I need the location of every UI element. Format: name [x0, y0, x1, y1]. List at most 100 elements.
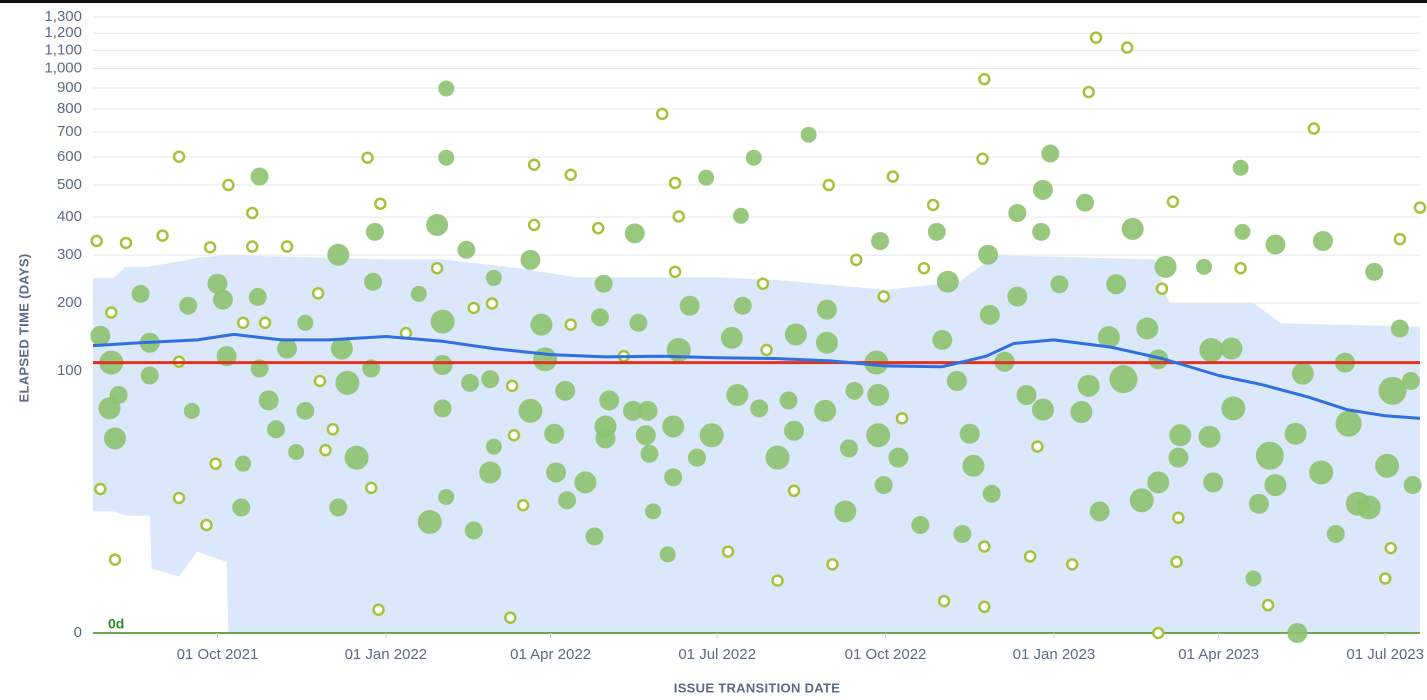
issue-cluster — [438, 80, 455, 97]
issue-point — [467, 301, 480, 315]
issue-point — [771, 574, 784, 587]
issue-cluster — [1007, 286, 1028, 307]
issue-cluster — [140, 366, 159, 385]
issue-cluster — [1375, 453, 1400, 478]
issue-point — [372, 603, 385, 616]
issue-cluster — [699, 423, 724, 448]
issue-point — [485, 297, 499, 310]
issue-cluster — [874, 476, 893, 495]
issue-cluster — [558, 491, 577, 510]
issue-cluster — [1050, 275, 1069, 294]
issue-cluster — [679, 295, 700, 316]
issue-cluster — [179, 296, 198, 315]
issue-cluster — [235, 455, 252, 472]
issue-cluster — [1121, 217, 1144, 240]
issue-point — [516, 498, 530, 512]
y-tick-label: 1,200 — [44, 24, 82, 41]
y-tick-label: 0 — [74, 624, 82, 641]
issue-cluster — [329, 498, 348, 517]
issue-point — [978, 540, 991, 553]
issue-cluster — [1147, 471, 1170, 494]
issue-point — [245, 206, 259, 220]
issue-cluster — [250, 167, 269, 186]
issue-cluster — [1109, 365, 1138, 394]
issue-point — [105, 306, 118, 319]
issue-cluster — [624, 223, 645, 244]
issue-cluster — [296, 401, 315, 420]
issue-cluster — [277, 338, 298, 359]
issue-cluster — [666, 338, 691, 363]
issue-point — [1413, 201, 1427, 214]
y-tick-label: 200 — [57, 294, 82, 311]
issue-cluster — [720, 326, 743, 349]
issue-cluster — [932, 329, 953, 350]
issue-point — [90, 234, 103, 248]
issue-point — [222, 178, 235, 192]
issue-point — [564, 168, 577, 182]
issue-cluster — [485, 438, 502, 455]
issue-cluster — [335, 370, 360, 395]
issue-cluster — [784, 420, 805, 441]
issue-cluster — [585, 527, 604, 546]
issue-cluster — [1291, 362, 1314, 385]
issue-point — [1393, 232, 1407, 246]
issue-cluster — [978, 244, 999, 265]
issue-point — [364, 481, 378, 495]
x-tick-label: 01 Apr 2023 — [1178, 646, 1259, 663]
issue-point — [976, 152, 989, 166]
issue-cluster — [867, 383, 890, 406]
issue-point — [1378, 572, 1392, 585]
issue-cluster — [1169, 424, 1192, 447]
issue-cluster — [845, 381, 864, 400]
issue-cluster — [1232, 159, 1249, 176]
issue-point — [672, 210, 685, 223]
issue-cluster — [732, 207, 749, 224]
issue-point — [1234, 261, 1247, 275]
issue-cluster — [330, 337, 353, 360]
issue-cluster — [1077, 374, 1100, 397]
x-tick-label: 01 Jan 2022 — [345, 646, 428, 663]
issue-cluster — [911, 516, 930, 535]
issue-point — [1023, 550, 1037, 563]
issue-point — [172, 491, 186, 505]
issue-cluster — [546, 462, 567, 483]
issue-cluster — [1390, 319, 1409, 338]
issue-cluster — [365, 222, 384, 241]
issue-cluster — [982, 484, 1001, 503]
issue-cluster — [555, 380, 576, 401]
issue-point — [978, 72, 991, 86]
issue-point — [280, 240, 294, 253]
y-tick-label: 600 — [57, 148, 82, 165]
issue-cluster — [1248, 493, 1269, 514]
issue-point — [1152, 626, 1165, 640]
issue-cluster — [1008, 204, 1027, 223]
issue-cluster — [1265, 234, 1286, 255]
issue-point — [504, 611, 517, 624]
issue-point — [119, 236, 133, 250]
issue-cluster — [962, 454, 985, 477]
issue-cluster — [1106, 274, 1127, 295]
issue-cluster — [544, 423, 565, 444]
issue-cluster — [1198, 425, 1221, 448]
issue-point — [850, 253, 863, 267]
issue-point — [668, 265, 682, 279]
issue-cluster — [1255, 441, 1284, 470]
issue-cluster — [1401, 372, 1420, 391]
plot-area — [90, 16, 1427, 643]
issue-cluster — [645, 503, 662, 520]
frame-top — [0, 0, 1427, 3]
issue-cluster — [629, 313, 648, 332]
issue-cluster — [834, 500, 857, 523]
y-tick-label: 800 — [57, 100, 82, 117]
issue-cluster — [258, 390, 279, 411]
issue-cluster — [640, 444, 659, 463]
issue-cluster — [432, 355, 453, 376]
issue-point — [978, 600, 991, 614]
issue-cluster — [464, 521, 483, 540]
issue-point — [311, 287, 325, 300]
issue-point — [319, 443, 332, 457]
y-tick-label: 1,000 — [44, 60, 82, 77]
issue-cluster — [417, 510, 442, 535]
issue-point — [1031, 440, 1044, 453]
